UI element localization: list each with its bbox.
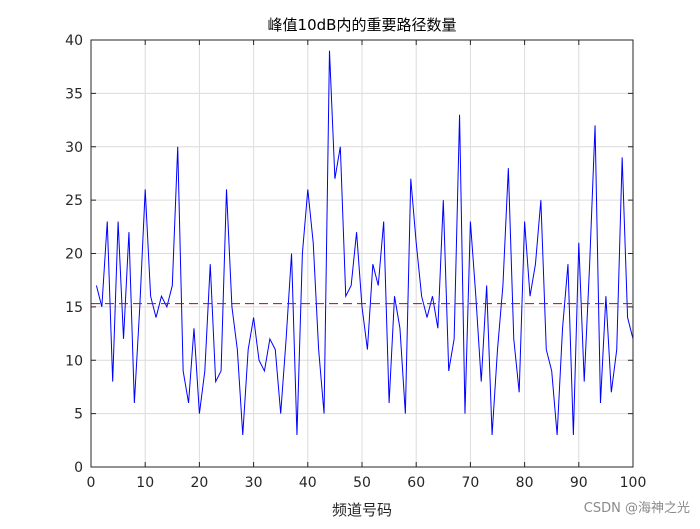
y-tick-label: 30 bbox=[65, 140, 83, 156]
chart-title: 峰值10dB内的重要路径数量 bbox=[268, 16, 457, 34]
x-tick-label: 70 bbox=[461, 475, 479, 491]
x-tick-label: 90 bbox=[570, 475, 588, 491]
series-line bbox=[95, 50, 634, 436]
y-tick-label: 15 bbox=[65, 300, 83, 316]
x-tick-label: 100 bbox=[620, 475, 647, 491]
x-tick-label: 60 bbox=[407, 475, 425, 491]
y-tick-label: 25 bbox=[65, 193, 83, 209]
watermark-text: CSDN @海神之光 bbox=[584, 501, 690, 516]
x-tick-label: 30 bbox=[245, 475, 263, 491]
y-tick-label: 20 bbox=[65, 247, 83, 263]
y-tick-label: 10 bbox=[65, 353, 83, 369]
x-tick-label: 40 bbox=[299, 475, 317, 491]
x-tick-label: 20 bbox=[190, 475, 208, 491]
y-tick-label: 5 bbox=[74, 407, 83, 423]
axis-ticks: 0 10 20 30 40 50 60 70 80 90 100 0 5 10 15 20 25 30 35 40 bbox=[65, 33, 646, 491]
y-tick-label: 0 bbox=[74, 460, 83, 476]
x-tick-label: 80 bbox=[516, 475, 534, 491]
y-tick-label: 40 bbox=[65, 33, 83, 49]
series-layer bbox=[91, 50, 634, 436]
x-tick-label: 0 bbox=[87, 475, 96, 491]
x-tick-label: 10 bbox=[136, 475, 154, 491]
y-tick-label: 35 bbox=[65, 86, 83, 102]
x-tick-label: 50 bbox=[353, 475, 371, 491]
x-axis-label: 频道号码 bbox=[332, 501, 392, 519]
